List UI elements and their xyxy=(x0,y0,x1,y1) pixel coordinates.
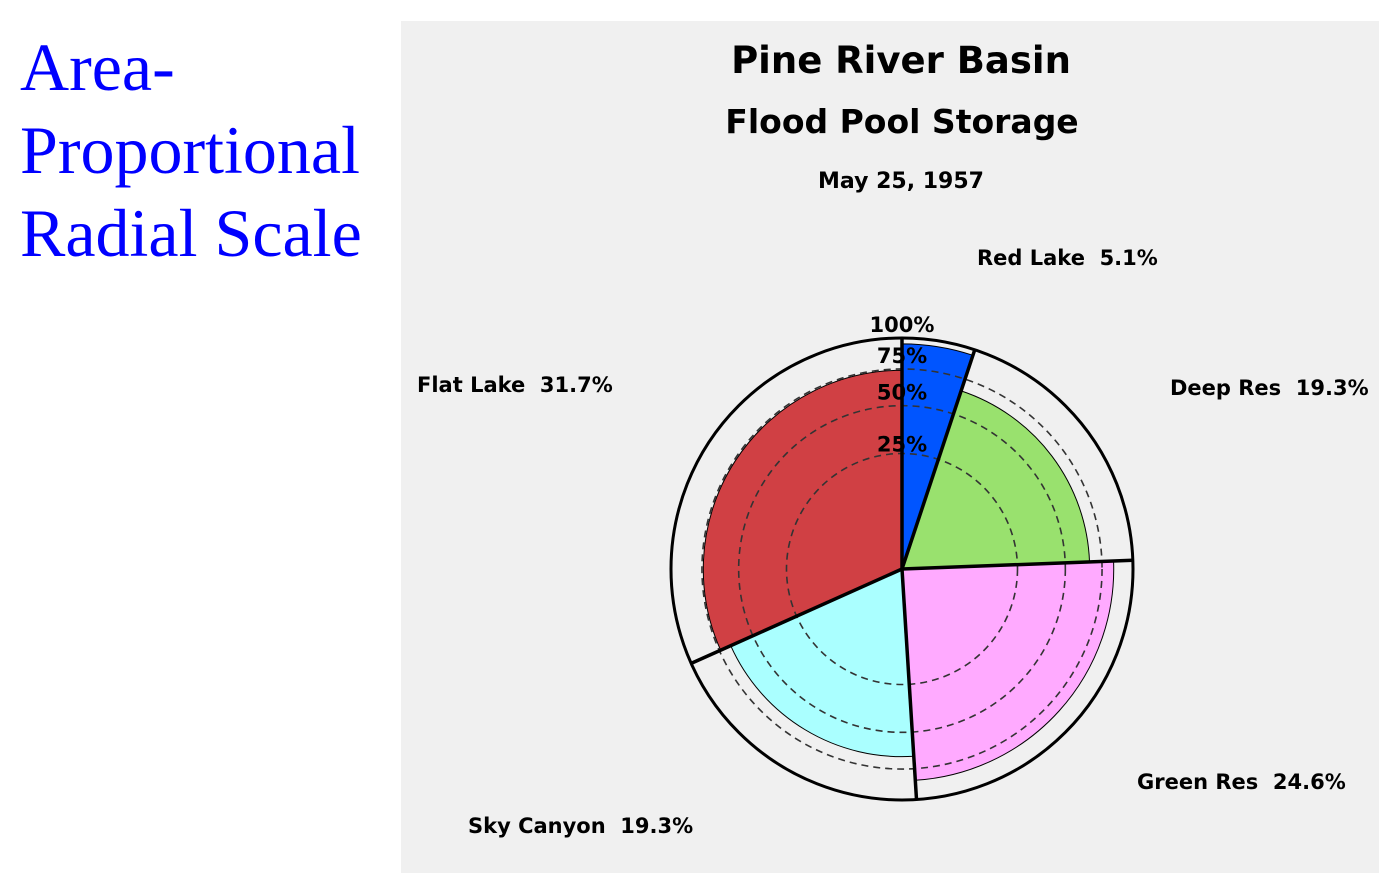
slice-label: Red Lake 5.1% xyxy=(977,246,1158,270)
slice-separator xyxy=(900,349,977,570)
slice-label: Deep Res 19.3% xyxy=(1170,376,1369,400)
wedge-green-res xyxy=(901,560,1115,781)
slice-separator xyxy=(690,567,903,665)
wedge-deep-res xyxy=(901,390,1091,570)
slice-label: Sky Canyon 19.3% xyxy=(468,814,693,838)
chart-date: May 25, 1957 xyxy=(818,169,984,194)
slice-separator xyxy=(900,568,919,800)
radial-pie-chart: 25% 50% 75% 100% Pine River Basin Flood Poo… xyxy=(417,39,1369,838)
wedge-sky-canyon xyxy=(730,568,915,758)
radial-tick-label: 75% xyxy=(877,344,927,368)
chart-subtitle: Flood Pool Storage xyxy=(725,102,1078,141)
slice-label: Green Res 24.6% xyxy=(1137,770,1346,794)
outer-ring xyxy=(669,336,1135,802)
radial-tick-label: 100% xyxy=(870,313,935,337)
radial-tick-label: 50% xyxy=(877,381,927,405)
slice-separator xyxy=(901,558,1133,571)
chart-title: Pine River Basin xyxy=(731,39,1071,82)
chart-panel: 25% 50% 75% 100% Pine River Basin Flood Poo… xyxy=(401,21,1379,873)
side-title: Area-Proportional Radial Scale xyxy=(20,29,362,271)
slice-label: Flat Lake 31.7% xyxy=(417,373,613,397)
radial-tick-label: 25% xyxy=(877,433,927,457)
